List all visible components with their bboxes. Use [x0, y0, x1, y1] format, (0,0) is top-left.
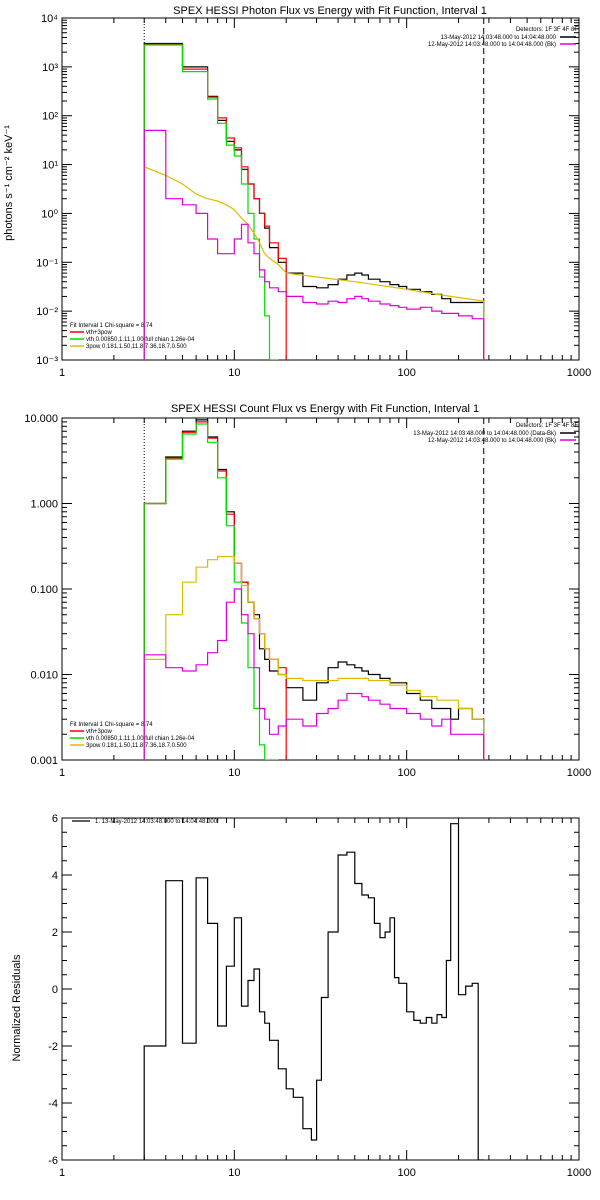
- photon-flux-legend-bottom-2: vth+3pow: [86, 330, 113, 336]
- count-flux-legend-top-1: 13-May-2012 14:03:48.000 to 14:04:48.000…: [413, 431, 556, 437]
- photon-flux-legend-bottom-1: Fit Interval 1 Chi-square = 8.74: [70, 323, 153, 329]
- photon-flux-x-tick-label: 100: [397, 367, 415, 379]
- residuals-legend: 1. 13-May-2012 14:03:48.000 to 14:04:48.…: [95, 819, 218, 825]
- count-flux-x-tick-label: 100: [397, 767, 415, 779]
- photon-flux-series-vth: [143, 44, 279, 360]
- photon-flux-y-tick-label: 10¹: [42, 160, 58, 172]
- residuals-y-tick-label: 4: [52, 870, 58, 882]
- count-flux-panel: SPEX HESSI Count Flux vs Energy with Fit…: [70, 403, 578, 749]
- residuals-ylabel: Normalized Residuals: [11, 954, 23, 1061]
- photon-flux-series-background: [143, 129, 485, 360]
- count-flux-legend-top-2: 12-May-2012 14:03:48.000 to 14:04:48.000…: [428, 438, 556, 444]
- count-flux-legend-bottom-4: 3pow 0.181,1.50,11.8,7.36,18.7,0.500: [86, 743, 187, 749]
- residuals-x-tick-label: 1000: [567, 1167, 591, 1179]
- residuals-y-tick-label: 6: [52, 813, 58, 825]
- count-flux-y-tick-label: 10.000: [24, 413, 58, 425]
- count-flux-series-pow: [143, 555, 485, 760]
- residuals-ylabel-group: Normalized Residuals: [11, 954, 23, 1061]
- residuals-y-tick-label: -2: [48, 1041, 58, 1053]
- photon-flux-y-tick-label: 10⁰: [41, 208, 58, 220]
- count-flux-y-tick-label: 0.010: [30, 670, 58, 682]
- photon-flux-legend-bottom-4: 3pow 0.181,1.50,11.8,7.36,18.7,0.500: [86, 344, 187, 350]
- count-flux-detectors: Detectors: 1F 3F 4F 8F: [516, 423, 578, 429]
- residuals-y-tick-label: -6: [48, 1155, 58, 1167]
- photon-flux-plot-area: 1 10 100 1000 10⁻³ 10⁻² 10⁻¹ 10⁰ 10¹ 10² 10³ 10⁴: [36, 13, 591, 379]
- photon-flux-panel: SPEX HESSI Photon Flux vs Energy with Fi…: [3, 5, 578, 350]
- residuals-series-residual: [143, 823, 484, 1160]
- count-flux-y-tick-label: 0.001: [30, 755, 58, 767]
- count-flux-x-tick-label: 1000: [567, 767, 591, 779]
- count-flux-series-data: [143, 419, 485, 760]
- photon-flux-detectors: Detectors: 1F 3F 4F 8F: [516, 27, 578, 33]
- residuals-y-tick-label: -4: [48, 1098, 58, 1110]
- residuals-series-group: [143, 823, 484, 1160]
- photon-flux-legend-bottom-3: vth 0.00850,1.11,1.00 full chian 1.26e-0…: [86, 337, 195, 343]
- count-flux-legend-bottom-1: Fit Interval 1 Chi-square = 8.74: [70, 722, 153, 728]
- count-flux-y-tick-label: 0.100: [30, 584, 58, 596]
- photon-flux-legend-top-1: 13-May-2012 14:03:48.000 to 14:04:48.000: [441, 35, 557, 41]
- count-flux-title: SPEX HESSI Count Flux vs Energy with Fit…: [171, 403, 479, 415]
- photon-flux-y-tick-label: 10³: [42, 62, 58, 74]
- photon-flux-legend-top-2: 12-May-2012 14:03:48.000 to 14:04:48.000…: [428, 42, 556, 48]
- count-flux-series-group: [143, 419, 485, 760]
- photon-flux-ylabel: photons s⁻¹ cm⁻² keV⁻¹: [3, 125, 15, 241]
- count-flux-series-background: [143, 588, 485, 760]
- count-flux-x-tick-label: 10: [228, 767, 240, 779]
- photon-flux-x-tick-label: 1: [59, 367, 65, 379]
- residuals-x-tick-label: 1: [59, 1167, 65, 1179]
- photon-flux-y-tick-label: 10⁻²: [36, 306, 58, 318]
- photon-flux-y-tick-label: 10²: [42, 111, 58, 123]
- residuals-panel: Normalized Residuals 1. 13-May-2012 14:0…: [11, 819, 218, 1062]
- photon-flux-frame: [61, 17, 580, 361]
- photon-flux-title: SPEX HESSI Photon Flux vs Energy with Fi…: [173, 5, 487, 17]
- count-flux-series-vth: [143, 423, 279, 760]
- photon-flux-y-tick-label: 10⁻¹: [36, 257, 58, 269]
- photon-flux-y-tick-label: 10⁻³: [36, 355, 58, 367]
- photon-flux-ylabel-group: photons s⁻¹ cm⁻² keV⁻¹: [3, 125, 15, 241]
- count-flux-y-tick-label: 1.000: [30, 499, 58, 511]
- photon-flux-x-tick-label: 1000: [567, 367, 591, 379]
- photon-flux-series-group: [143, 42, 485, 360]
- photon-flux-y-tick-label: 10⁴: [41, 13, 58, 25]
- photon-flux-series-pow: [143, 165, 485, 360]
- photon-flux-x-tick-label: 10: [228, 367, 240, 379]
- count-flux-x-tick-label: 1: [59, 767, 65, 779]
- count-flux-legend-bottom-3: vth 0.00850,1.11,1.00 full chian 1.26e-0…: [86, 736, 195, 742]
- residuals-y-tick-label: 0: [52, 984, 58, 996]
- count-flux-legend-bottom-2: vth+3pow: [86, 729, 113, 735]
- residuals-x-tick-label: 100: [397, 1167, 415, 1179]
- residuals-y-tick-label: 2: [52, 927, 58, 939]
- count-flux-plot-area: 1 10 100 1000 0.001 0.010 0.100 1.000 10.000: [24, 413, 591, 779]
- residuals-plot-area: 1 10 100 1000 -6 -4 -2 0 2 4 6: [48, 813, 591, 1179]
- residuals-x-tick-label: 10: [228, 1167, 240, 1179]
